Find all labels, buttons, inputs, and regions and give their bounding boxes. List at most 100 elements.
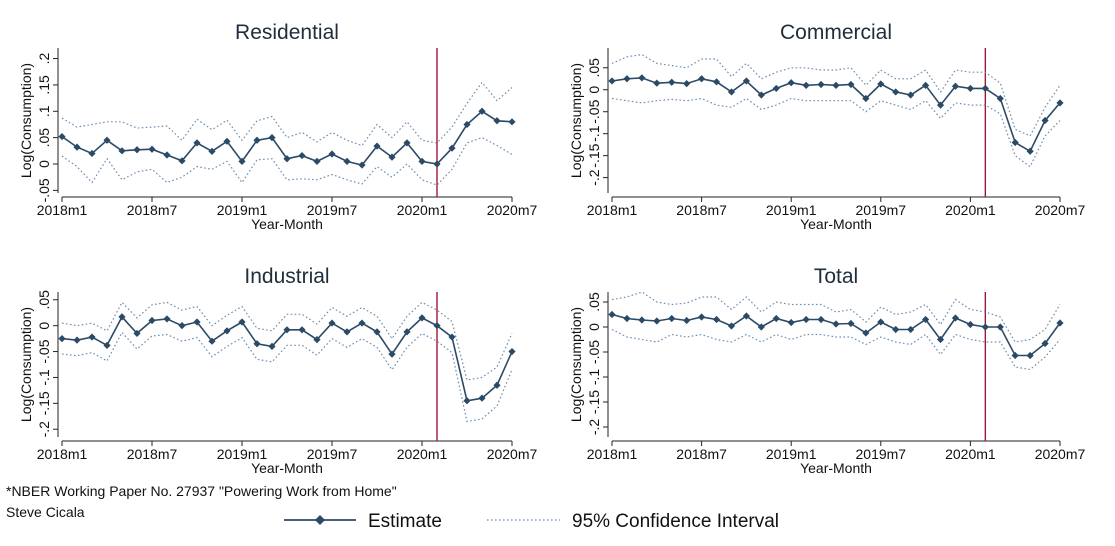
y-tick-label: -.2 <box>586 419 602 436</box>
estimate-point <box>358 319 366 327</box>
estimate-point <box>103 341 111 349</box>
estimate-point <box>328 319 336 327</box>
y-axis-label: Log(Consumption) <box>18 307 34 422</box>
y-tick-label: -.05 <box>586 99 602 123</box>
estimate-point <box>238 157 246 165</box>
estimate-point <box>623 314 631 323</box>
x-tick-label: 2019m1 <box>217 202 268 218</box>
estimate-point <box>668 314 676 323</box>
estimate-point <box>313 336 321 344</box>
y-tick-label: -.1 <box>586 125 602 142</box>
x-tick-label: 2020m1 <box>397 446 448 462</box>
x-tick-label: 2018m1 <box>37 446 88 462</box>
x-tick-label: 2019m1 <box>766 202 817 218</box>
estimate-point <box>223 137 231 145</box>
estimate-point <box>847 80 855 89</box>
estimate-point <box>343 157 351 165</box>
estimate-point <box>727 322 736 330</box>
y-tick-label: 0 <box>586 86 602 94</box>
estimate-point <box>996 94 1004 103</box>
y-tick-label: -.1 <box>36 369 52 386</box>
x-tick-label: 2020m7 <box>1035 446 1086 462</box>
estimate-point <box>58 335 66 343</box>
estimate-point <box>388 153 396 161</box>
estimate-point <box>448 333 456 341</box>
estimate-point <box>742 77 750 85</box>
estimate-point <box>163 315 171 323</box>
estimate-point <box>907 325 915 334</box>
x-axis-label: Year-Month <box>251 216 323 232</box>
estimate-point <box>862 329 870 337</box>
estimate-point <box>936 335 945 344</box>
estimate-point <box>478 394 486 402</box>
y-tick-label: .05 <box>36 290 52 310</box>
estimate-point <box>653 317 661 325</box>
x-tick-label: 2018m7 <box>676 202 727 218</box>
estimate-point <box>163 151 171 159</box>
estimate-point <box>88 333 96 341</box>
estimate-point <box>727 88 736 96</box>
estimate-point <box>88 149 96 158</box>
y-tick-label: -.2 <box>586 169 602 186</box>
legend-ci-label: 95% Confidence Interval <box>572 511 779 532</box>
estimate-point <box>877 318 885 326</box>
estimate-point <box>463 120 471 129</box>
estimate-point <box>253 136 261 144</box>
estimate-point <box>847 319 855 328</box>
y-tick-label: -.15 <box>586 390 602 414</box>
ci-lower-line <box>61 331 513 423</box>
estimate-point <box>298 151 306 160</box>
y-tick-label: -.2 <box>36 421 52 438</box>
estimate-point <box>981 323 989 331</box>
estimate-point <box>936 101 945 109</box>
estimate-point <box>787 79 795 87</box>
estimate-point <box>313 157 321 165</box>
x-tick-label: 2018m1 <box>587 446 638 462</box>
estimate-point <box>493 381 501 389</box>
estimate-point <box>817 315 825 324</box>
panel-total: Total -.2 -.15 -.1 -.05 0 .05 2018m1 2018m7 2019m… <box>568 265 1086 476</box>
estimate-point <box>148 145 156 153</box>
estimate-point <box>1026 147 1034 155</box>
estimate-point <box>403 328 411 336</box>
y-tick-label: .15 <box>36 75 52 95</box>
y-tick-label: -.15 <box>36 391 52 415</box>
estimate-point <box>877 80 885 88</box>
y-tick-label: -.15 <box>586 143 602 167</box>
ci-upper-line <box>611 53 1061 137</box>
x-tick-label: 2018m7 <box>127 202 178 218</box>
y-tick-label: .1 <box>36 105 52 117</box>
x-tick-label: 2019m7 <box>307 446 358 462</box>
estimate-point <box>208 337 216 345</box>
y-tick-label: 0 <box>586 323 602 331</box>
estimate-point <box>193 318 201 326</box>
estimate-point <box>403 139 411 147</box>
estimate-point <box>862 94 870 103</box>
estimate-point <box>328 150 336 158</box>
estimate-point <box>832 320 840 328</box>
y-tick-label: .05 <box>36 128 52 148</box>
y-axis-label: Log(Consumption) <box>568 307 584 422</box>
y-axis-label: Log(Consumption) <box>18 63 34 178</box>
estimate-point <box>653 79 661 87</box>
estimate-point <box>223 327 231 335</box>
x-tick-label: 2019m1 <box>766 446 817 462</box>
y-axis-label: Log(Consumption) <box>568 63 584 178</box>
x-tick-label: 2018m1 <box>587 202 638 218</box>
x-tick-label: 2020m1 <box>397 202 448 218</box>
estimate-point <box>922 81 930 89</box>
estimate-point <box>966 84 974 93</box>
ci-upper-line <box>61 81 513 147</box>
estimate-point <box>892 88 900 96</box>
estimate-point <box>448 144 456 152</box>
estimate-point <box>757 323 765 331</box>
estimate-point <box>1011 351 1019 360</box>
ci-lower-line <box>611 328 1061 371</box>
estimate-point <box>508 118 516 126</box>
estimate-point <box>133 146 141 154</box>
estimate-point <box>1056 99 1064 107</box>
estimate-point <box>712 78 721 86</box>
x-tick-label: 2019m1 <box>217 446 268 462</box>
footnote-author: Steve Cicala <box>6 504 85 520</box>
